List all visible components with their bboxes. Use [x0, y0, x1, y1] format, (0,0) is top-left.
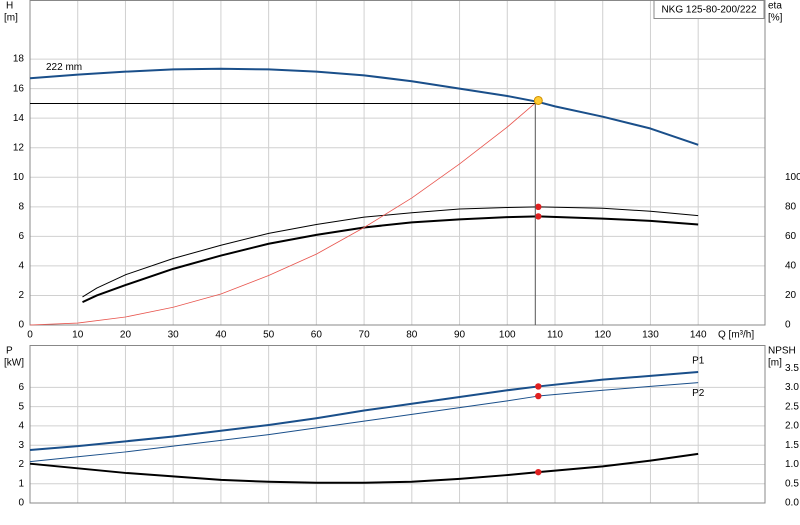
- point-marker: [535, 468, 542, 476]
- y2-axis-label: eta: [768, 1, 782, 12]
- curve: [82, 206, 699, 298]
- y2-tick-label: 80: [785, 201, 797, 212]
- y2-tick-label: 0: [785, 320, 791, 331]
- y-tick-label: 14: [13, 113, 25, 124]
- y-tick-label: 0: [18, 320, 24, 331]
- y-tick-label: 5: [18, 401, 24, 412]
- plot-frame: [29, 0, 766, 326]
- y2-tick-label: 20: [785, 290, 797, 301]
- y-axis-label: H: [6, 1, 13, 12]
- point-marker: [535, 383, 542, 390]
- x-tick-label: 90: [454, 330, 466, 341]
- y2-tick-label: 40: [785, 261, 797, 272]
- y-axis-unit: [m]: [4, 13, 18, 24]
- curve: [29, 382, 699, 463]
- title-box: [653, 0, 765, 19]
- series-label: 222 mm: [46, 62, 82, 73]
- curve: [29, 100, 539, 326]
- y2-tick-label: 1.5: [785, 440, 799, 451]
- plot-frame: [29, 345, 766, 504]
- x-axis-label: Q [m³/h]: [718, 330, 754, 341]
- y2-tick-label: 0.0: [785, 498, 799, 509]
- point-marker: [535, 392, 542, 400]
- y-tick-label: 2: [18, 459, 24, 470]
- y-tick-label: 8: [18, 201, 24, 212]
- curve: [29, 67, 699, 146]
- x-tick-label: 30: [168, 330, 180, 341]
- y2-tick-label: 1.0: [785, 459, 799, 470]
- y-tick-label: 6: [18, 382, 24, 393]
- y2-axis-unit: [m]: [768, 358, 782, 369]
- x-tick-label: 140: [690, 330, 707, 341]
- y2-tick-label: 2.0: [785, 421, 799, 432]
- point-marker: [535, 203, 542, 211]
- y2-axis-unit: [%]: [768, 13, 783, 24]
- curve: [82, 215, 699, 304]
- x-tick-label: 120: [594, 330, 611, 341]
- y2-tick-label: 3.0: [785, 382, 799, 393]
- y-tick-label: 12: [13, 142, 25, 153]
- y2-axis-label: NPSH: [768, 346, 796, 357]
- y-tick-label: 4: [18, 261, 24, 272]
- x-tick-label: 40: [215, 330, 227, 341]
- curve: [29, 370, 699, 452]
- series-label: P1: [692, 356, 705, 367]
- x-tick-label: 80: [406, 330, 418, 341]
- point-marker: [535, 213, 542, 220]
- x-tick-label: 100: [499, 330, 516, 341]
- x-tick-label: 110: [547, 330, 563, 341]
- x-tick-label: 130: [642, 330, 659, 341]
- x-tick-label: 70: [359, 330, 371, 341]
- y-axis-unit: [kW]: [4, 358, 24, 369]
- x-tick-label: 60: [311, 330, 323, 341]
- y-tick-label: 6: [18, 231, 24, 242]
- y2-tick-label: 60: [785, 231, 797, 242]
- y-tick-label: 16: [13, 83, 25, 94]
- y2-tick-label: 0.5: [785, 478, 799, 489]
- y-tick-label: 2: [18, 290, 24, 301]
- y-tick-label: 4: [18, 421, 24, 432]
- y-tick-label: 18: [13, 54, 25, 65]
- curve: [29, 452, 699, 484]
- y2-tick-label: 2.5: [785, 401, 799, 412]
- y-tick-label: 10: [13, 172, 25, 183]
- point-marker: [533, 95, 543, 105]
- x-tick-label: 10: [72, 330, 84, 341]
- y-tick-label: 1: [18, 478, 24, 489]
- x-tick-label: 50: [263, 330, 275, 341]
- y2-tick-label: 100: [785, 172, 800, 183]
- y2-tick-label: 3.5: [785, 363, 799, 374]
- y-tick-label: 0: [18, 498, 24, 509]
- chart-title: NKG 125-80-200/222: [661, 5, 757, 16]
- x-tick-label: 0: [27, 330, 33, 341]
- y-tick-label: 3: [18, 440, 24, 451]
- series-label: P2: [692, 388, 705, 399]
- x-tick-label: 20: [120, 330, 132, 341]
- y-axis-label: P: [6, 346, 13, 357]
